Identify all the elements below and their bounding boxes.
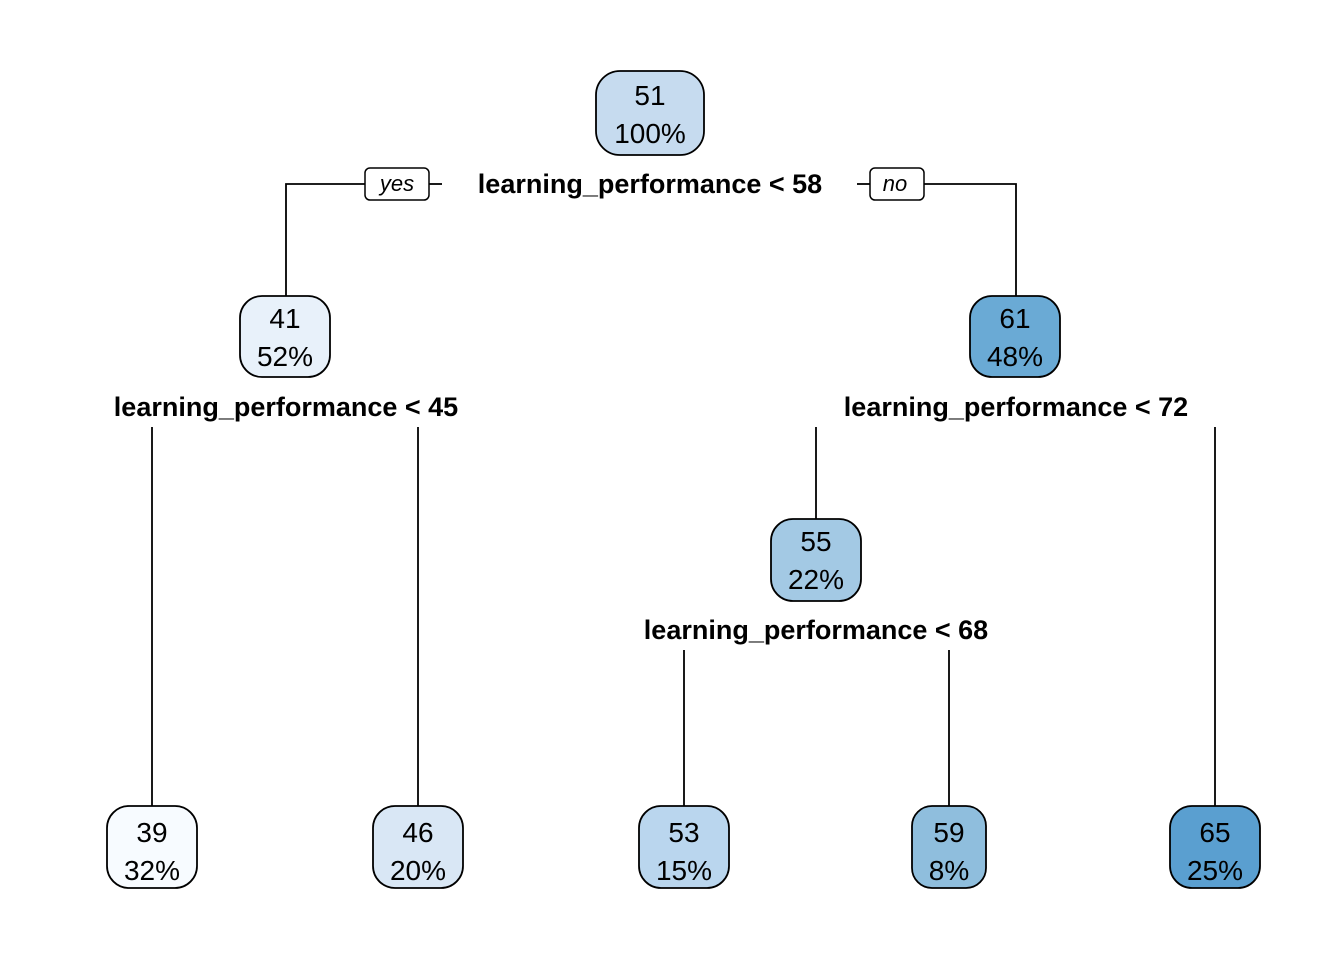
tree-edges [151,183,1216,806]
split-label-n2: learning_performance < 45 [114,392,458,422]
no-label-text: no [883,171,907,196]
node-percent: 22% [788,564,844,595]
node-value: 53 [668,817,699,848]
node-box [969,295,1061,378]
node-value: 51 [634,80,665,111]
node-value: 61 [999,303,1030,334]
node-value: 65 [1199,817,1230,848]
edge-root-left [285,183,365,296]
node-box [638,805,730,889]
node-n13: 59 8% [911,805,987,889]
node-value: 41 [269,303,300,334]
split-label-n6: learning_performance < 68 [644,615,988,645]
node-n5: 46 20% [372,805,464,889]
node-value: 46 [402,817,433,848]
node-value: 59 [933,817,964,848]
node-percent: 20% [390,855,446,886]
split-label-root: learning_performance < 58 [478,169,822,199]
node-value: 39 [136,817,167,848]
node-box [595,70,705,156]
split-label-n3: learning_performance < 72 [844,392,1188,422]
node-box [239,295,331,378]
node-n3: 61 48% [969,295,1061,378]
node-percent: 8% [929,855,969,886]
node-box [372,805,464,889]
yes-label-text: yes [378,171,414,196]
node-n12: 53 15% [638,805,730,889]
branch-yes-label: yes [364,167,430,201]
node-value: 55 [800,526,831,557]
node-box [911,805,987,889]
node-n2: 41 52% [239,295,331,378]
node-percent: 25% [1187,855,1243,886]
node-percent: 100% [614,118,686,149]
node-percent: 48% [987,341,1043,372]
node-percent: 15% [656,855,712,886]
node-n7: 65 25% [1169,805,1261,889]
node-percent: 32% [124,855,180,886]
node-box [770,518,862,602]
node-box [1169,805,1261,889]
node-root: 51 100% [595,70,705,156]
node-n6: 55 22% [770,518,862,602]
branch-no-label: no [869,167,925,201]
edge-root-right [924,183,1017,296]
node-box [106,805,198,889]
node-percent: 52% [257,341,313,372]
node-n4: 39 32% [106,805,198,889]
